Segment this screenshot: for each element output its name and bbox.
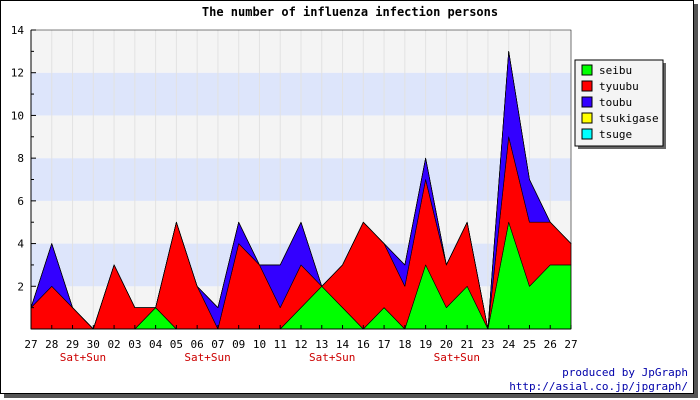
- legend-label-tsuge: tsuge: [599, 128, 632, 141]
- x-tick-label: 24: [502, 338, 516, 351]
- weekend-label: Sat+Sun: [309, 351, 355, 364]
- legend-label-seibu: seibu: [599, 64, 632, 77]
- legend-label-tyuubu: tyuubu: [599, 80, 639, 93]
- x-tick-label: 07: [211, 338, 224, 351]
- y-tick-label: 8: [17, 152, 24, 165]
- weekend-label: Sat+Sun: [434, 351, 480, 364]
- y-tick-label: 6: [17, 195, 24, 208]
- x-tick-label: 30: [87, 338, 100, 351]
- y-tick-labels: 2 4 6 8 10 12 14: [11, 24, 25, 293]
- legend-label-tsukigase: tsukigase: [599, 112, 659, 125]
- weekend-labels: Sat+Sun Sat+Sun Sat+Sun Sat+Sun: [60, 351, 480, 364]
- legend-swatch-tyuubu: [581, 80, 593, 92]
- x-tick-label: 14: [336, 338, 350, 351]
- legend-swatch-tsuge: [581, 128, 593, 140]
- axes: [30, 29, 572, 330]
- x-tick-label: 05: [170, 338, 183, 351]
- x-tick-label: 27: [24, 338, 37, 351]
- credit-line-1: produced by JpGraph: [562, 366, 688, 379]
- legend: seibu tyuubu toubu tsukigase tsuge: [574, 59, 666, 149]
- x-tick-label: 20: [440, 338, 453, 351]
- x-tick-label: 03: [128, 338, 141, 351]
- x-tick-label: 21: [461, 338, 474, 351]
- x-tick-label: 26: [544, 338, 557, 351]
- y-tick-label: 2: [17, 280, 24, 293]
- y-tick-label: 4: [17, 238, 24, 251]
- legend-swatch-seibu: [581, 64, 593, 76]
- x-tick-label: 04: [149, 338, 163, 351]
- weekend-label: Sat+Sun: [184, 351, 230, 364]
- x-tick-label: 19: [419, 338, 432, 351]
- legend-label-toubu: toubu: [599, 96, 632, 109]
- x-tick-label: 12: [294, 338, 307, 351]
- legend-swatch-tsukigase: [581, 112, 593, 124]
- x-tick-label: 29: [66, 338, 79, 351]
- x-tick-label: 25: [523, 338, 536, 351]
- x-tick-label: 02: [107, 338, 120, 351]
- x-tick-label: 23: [481, 338, 494, 351]
- x-tick-label: 09: [232, 338, 245, 351]
- y-tick-label: 12: [11, 67, 24, 80]
- x-tick-label: 18: [398, 338, 411, 351]
- credit-line-2: http://asial.co.jp/jpgraph/: [509, 380, 688, 393]
- x-tick-label: 16: [357, 338, 370, 351]
- x-tick-label: 06: [191, 338, 204, 351]
- x-tick-labels: 27 28 29 30 02 03 04 05 06 07 09 10 11 12 13 14 16 17 18 19…: [24, 338, 577, 351]
- x-tick-label: 13: [315, 338, 328, 351]
- x-tick-label: 28: [45, 338, 58, 351]
- weekend-label: Sat+Sun: [60, 351, 106, 364]
- legend-swatch-toubu: [581, 96, 593, 108]
- chart-title: The number of influenza infection person…: [202, 5, 498, 19]
- y-tick-label: 14: [11, 24, 25, 37]
- x-tick-label: 27: [564, 338, 577, 351]
- x-tick-label: 10: [253, 338, 266, 351]
- x-tick-label: 11: [274, 338, 287, 351]
- y-tick-label: 10: [11, 109, 24, 122]
- x-tick-label: 17: [377, 338, 390, 351]
